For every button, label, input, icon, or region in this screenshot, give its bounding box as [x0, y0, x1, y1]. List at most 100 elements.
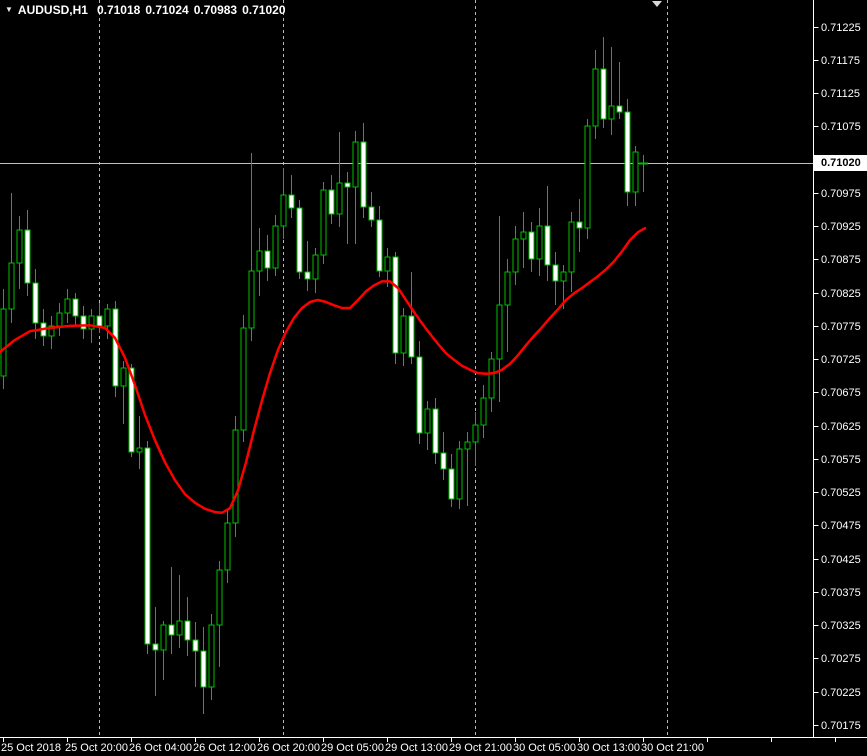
price-tick-label: 0.70675 — [821, 387, 861, 399]
price-tick-label: 0.70725 — [821, 354, 861, 366]
bear-candle-body — [528, 231, 535, 260]
bull-candle-body — [136, 447, 143, 453]
bull-candle-body — [120, 367, 127, 387]
time-axis[interactable]: 25 Oct 2018 25 Oct 20:00 26 Oct 04:00 26 Oc… — [1, 738, 836, 754]
bull-candle-body — [48, 325, 55, 337]
bear-candle-body — [440, 452, 447, 470]
bull-candle-body — [560, 271, 567, 282]
bear-candle-body — [96, 315, 103, 327]
bear-candle-body — [152, 643, 159, 651]
bull-candle-body — [352, 141, 359, 188]
price-tick-label: 0.71125 — [821, 88, 860, 100]
info-open-value: 0.71018 — [96, 3, 141, 17]
bull-candle-body — [480, 397, 487, 426]
price-tick-label: 0.70625 — [821, 421, 861, 433]
price-tick-label: 0.70525 — [821, 487, 861, 499]
bull-candle-body — [256, 250, 263, 272]
symbol-dropdown-icon[interactable]: ▼ — [5, 5, 13, 14]
time-tick-label: 25 Oct 20:00 — [65, 742, 128, 754]
price-tick-label: 0.70975 — [821, 188, 861, 200]
bull-candle-body — [464, 441, 471, 450]
bear-candle-body — [344, 182, 351, 188]
bear-candle-body — [552, 264, 559, 282]
bear-candle-body — [24, 229, 31, 284]
time-tick-label: 26 Oct 12:00 — [193, 742, 256, 754]
bull-candle-body — [224, 522, 231, 571]
bull-candle-body — [424, 408, 431, 434]
bull-candle-body — [536, 225, 543, 260]
bear-candle-body — [128, 367, 135, 453]
bull-candle-body — [512, 238, 519, 273]
moving-average-line — [0, 226, 647, 515]
bull-candle-body — [280, 194, 287, 227]
bull-candle-body — [208, 624, 215, 688]
bull-candle-body — [496, 304, 503, 360]
bull-candle-body — [568, 221, 575, 273]
bull-candle-body — [104, 308, 111, 327]
bear-candle-body — [80, 315, 87, 330]
info-low-value: 0.70983 — [193, 3, 238, 17]
bull-candle-body — [488, 358, 495, 399]
bull-candle-body — [336, 182, 343, 215]
bull-candle-body — [504, 271, 511, 306]
bear-candle-body — [600, 68, 607, 120]
bear-candle-body — [328, 189, 335, 215]
chart-surface[interactable] — [0, 0, 813, 737]
price-tick-label: 0.70275 — [821, 653, 861, 665]
bear-candle-body — [408, 315, 415, 358]
bull-candle-body — [456, 448, 463, 500]
price-tick-label: 0.70325 — [821, 620, 861, 632]
bear-candle-body — [304, 271, 311, 280]
bull-candle-body — [0, 308, 7, 377]
symbol-period-label: AUDUSD,H1 — [17, 3, 88, 17]
bull-candle-body — [632, 151, 639, 193]
bull-candle-body — [472, 424, 479, 443]
price-tick-label: 0.70775 — [821, 321, 861, 333]
time-tick-label: 30 Oct 21:00 — [641, 742, 704, 754]
price-tick-label: 0.70175 — [821, 720, 861, 732]
info-close-value: 0.71020 — [242, 3, 286, 17]
bull-candle-body — [8, 262, 15, 310]
price-tick-label: 0.70825 — [821, 288, 861, 300]
bull-candle-body — [56, 312, 63, 327]
bear-candle-body — [416, 356, 423, 434]
bear-candle-body — [184, 620, 191, 641]
price-tick-label: 0.70425 — [821, 554, 861, 566]
bear-candle-body — [432, 408, 439, 454]
bull-candle-body — [176, 620, 183, 636]
bear-candle-body — [144, 447, 151, 645]
chart-shift-marker-icon[interactable] — [652, 1, 662, 7]
bear-candle-body — [544, 225, 551, 266]
bear-candle-body — [288, 194, 295, 209]
bear-candle-body — [376, 219, 383, 272]
bull-candle-body — [584, 125, 591, 229]
bear-candle-body — [168, 624, 175, 636]
price-tick-label: 0.71225 — [821, 22, 861, 34]
price-tick-label: 0.70475 — [821, 520, 861, 532]
bear-candle-body — [112, 308, 119, 387]
time-tick-label: 26 Oct 20:00 — [257, 742, 320, 754]
bull-candle-body — [384, 256, 391, 272]
time-tick-label: 30 Oct 05:00 — [513, 742, 576, 754]
price-tick-label: 0.71175 — [821, 55, 860, 67]
chart-title-overlay: ▼ AUDUSD,H1 0.71018 0.71024 0.70983 0.71… — [5, 3, 291, 17]
price-tick-label: 0.71075 — [821, 121, 861, 133]
info-high-value: 0.71024 — [145, 3, 189, 17]
price-tick-label: 0.70925 — [821, 221, 861, 233]
bear-candle-body — [264, 250, 271, 269]
bear-candle-body — [368, 206, 375, 221]
bull-candle-body — [216, 569, 223, 626]
bull-candle-body — [160, 624, 167, 651]
bull-candle-body — [520, 231, 527, 240]
time-tick-label: 30 Oct 13:00 — [577, 742, 640, 754]
time-tick-label: 25 Oct 2018 — [1, 742, 61, 754]
price-tick-label: 0.70375 — [821, 587, 861, 599]
price-axis[interactable]: 0.71225 0.71175 0.71125 0.71075 0.70975 0.709… — [813, 22, 861, 732]
bear-candle-body — [576, 221, 583, 229]
price-tick-label: 0.70875 — [821, 254, 861, 266]
bull-candle-body — [320, 189, 327, 256]
price-tick-label: 0.70575 — [821, 454, 861, 466]
bull-candle-body — [88, 315, 95, 330]
